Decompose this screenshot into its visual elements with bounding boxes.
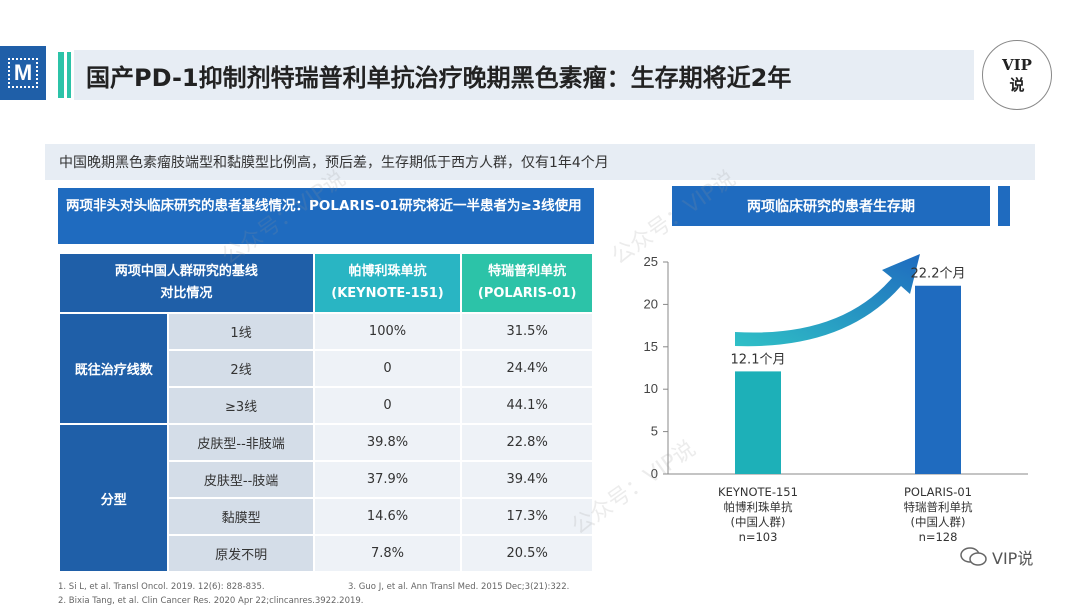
row-label: 2线 <box>167 349 315 388</box>
baseline-heading: 两项非头对头临床研究的患者基线情况：POLARIS-01研究将近一半患者为≥3线… <box>58 188 594 244</box>
group-label-lines: 既往治疗线数 <box>57 312 170 425</box>
wechat-icon <box>960 547 987 566</box>
category-label: (中国人群) <box>911 515 966 529</box>
brand-logo: M <box>0 46 46 100</box>
category-label: 帕博利珠单抗 <box>724 500 793 514</box>
row-label: 1线 <box>167 312 315 351</box>
subtitle-text: 中国晚期黑色素瘤肢端型和黏膜型比例高，预后差，生存期低于西方人群，仅有1年4个月 <box>59 155 609 171</box>
header-accent-bar <box>58 52 64 98</box>
table-row: ≥3线 0 44.1% <box>59 386 594 425</box>
bar <box>735 371 781 474</box>
table-row: 既往治疗线数 1线 100% 31.5% <box>57 312 594 425</box>
cell-polaris: 39.4% <box>460 460 594 499</box>
category-label: n=103 <box>739 530 778 544</box>
cell-polaris: 17.3% <box>460 497 594 536</box>
vip-badge: VIP 说 <box>982 40 1052 110</box>
chart-title-accent <box>998 186 1010 226</box>
growth-arrow-icon <box>735 254 920 347</box>
row-label: 皮肤型--肢端 <box>167 460 315 499</box>
corner-brand-text: VIP说 <box>992 549 1034 568</box>
cell-keynote: 37.9% <box>312 460 463 499</box>
footnote-2: 2. Bixia Tang, et al. Clin Cancer Res. 2… <box>58 596 364 606</box>
logo-letter: M <box>8 58 38 88</box>
cell-keynote: 7.8% <box>312 534 463 573</box>
category-label: POLARIS-01 <box>904 485 972 499</box>
row-label: 黏膜型 <box>167 497 315 536</box>
cell-keynote: 0 <box>312 349 463 388</box>
cell-polaris: 22.8% <box>460 423 594 462</box>
header-keynote-line1: 帕博利珠单抗 <box>348 264 427 279</box>
footnote-1: 1. Si L, et al. Transl Oncol. 2019. 12(6… <box>58 582 265 592</box>
chart-title: 两项临床研究的患者生存期 <box>672 186 990 226</box>
table-header-row: 两项中国人群研究的基线 对比情况 帕博利珠单抗 (KEYNOTE-151) 特瑞… <box>58 252 594 314</box>
header-compare-line1: 两项中国人群研究的基线 <box>114 264 258 279</box>
category-label: 特瑞普利单抗 <box>904 500 973 514</box>
row-label: 皮肤型--非肢端 <box>167 423 315 462</box>
y-tick-label: 10 <box>644 381 658 396</box>
page-title: 国产PD-1抑制剂特瑞普利单抗治疗晚期黑色素瘤：生存期将近2年 <box>86 63 792 92</box>
category-label: (中国人群) <box>731 515 786 529</box>
cell-keynote: 14.6% <box>312 497 463 536</box>
cell-keynote: 39.8% <box>312 423 463 462</box>
header-keynote-line2: (KEYNOTE-151) <box>331 286 444 301</box>
cell-polaris: 44.1% <box>460 386 594 425</box>
header-cell-keynote: 帕博利珠单抗 (KEYNOTE-151) <box>312 252 463 314</box>
header-compare-line2: 对比情况 <box>160 286 213 301</box>
table-row: 原发不明 7.8% 20.5% <box>59 534 594 573</box>
bar-data-label: 12.1个月 <box>731 352 786 367</box>
header-polaris-line1: 特瑞普利单抗 <box>488 264 567 279</box>
baseline-table: 两项中国人群研究的基线 对比情况 帕博利珠单抗 (KEYNOTE-151) 特瑞… <box>57 252 594 573</box>
bar <box>915 285 961 474</box>
corner-brand: VIP说 <box>960 545 1033 569</box>
table-row: 皮肤型--肢端 37.9% 39.4% <box>59 460 594 499</box>
y-tick-label: 5 <box>651 424 658 439</box>
table-row: 2线 0 24.4% <box>59 349 594 388</box>
header-cell-polaris: 特瑞普利单抗 (POLARIS-01) <box>460 252 594 314</box>
table-row: 黏膜型 14.6% 17.3% <box>59 497 594 536</box>
cell-polaris: 20.5% <box>460 534 594 573</box>
row-label: ≥3线 <box>167 386 315 425</box>
subtitle-banner: 中国晚期黑色素瘤肢端型和黏膜型比例高，预后差，生存期低于西方人群，仅有1年4个月 <box>45 144 1035 180</box>
category-label: KEYNOTE-151 <box>718 485 798 499</box>
group-label-type: 分型 <box>57 423 170 573</box>
bar-data-label: 22.2个月 <box>911 267 966 282</box>
header-accent-bar-2 <box>67 52 71 98</box>
header-cell-compare: 两项中国人群研究的基线 对比情况 <box>58 252 315 314</box>
badge-line1: VIP <box>1002 56 1032 74</box>
category-label: n=128 <box>919 530 958 544</box>
cell-polaris: 31.5% <box>460 312 594 351</box>
footnote-3: 3. Guo J, et al. Ann Transl Med. 2015 De… <box>348 582 570 592</box>
cell-keynote: 0 <box>312 386 463 425</box>
y-tick-label: 0 <box>651 466 658 481</box>
row-label: 原发不明 <box>167 534 315 573</box>
y-tick-label: 25 <box>644 254 658 269</box>
table-row: 分型 皮肤型--非肢端 39.8% 22.8% <box>57 423 594 573</box>
title-banner: 国产PD-1抑制剂特瑞普利单抗治疗晚期黑色素瘤：生存期将近2年 <box>74 50 974 100</box>
y-tick-label: 20 <box>644 296 658 311</box>
cell-polaris: 24.4% <box>460 349 594 388</box>
header-polaris-line2: (POLARIS-01) <box>477 286 577 301</box>
badge-line2: 说 <box>1009 76 1025 94</box>
cell-keynote: 100% <box>312 312 463 351</box>
y-tick-label: 15 <box>644 339 658 354</box>
